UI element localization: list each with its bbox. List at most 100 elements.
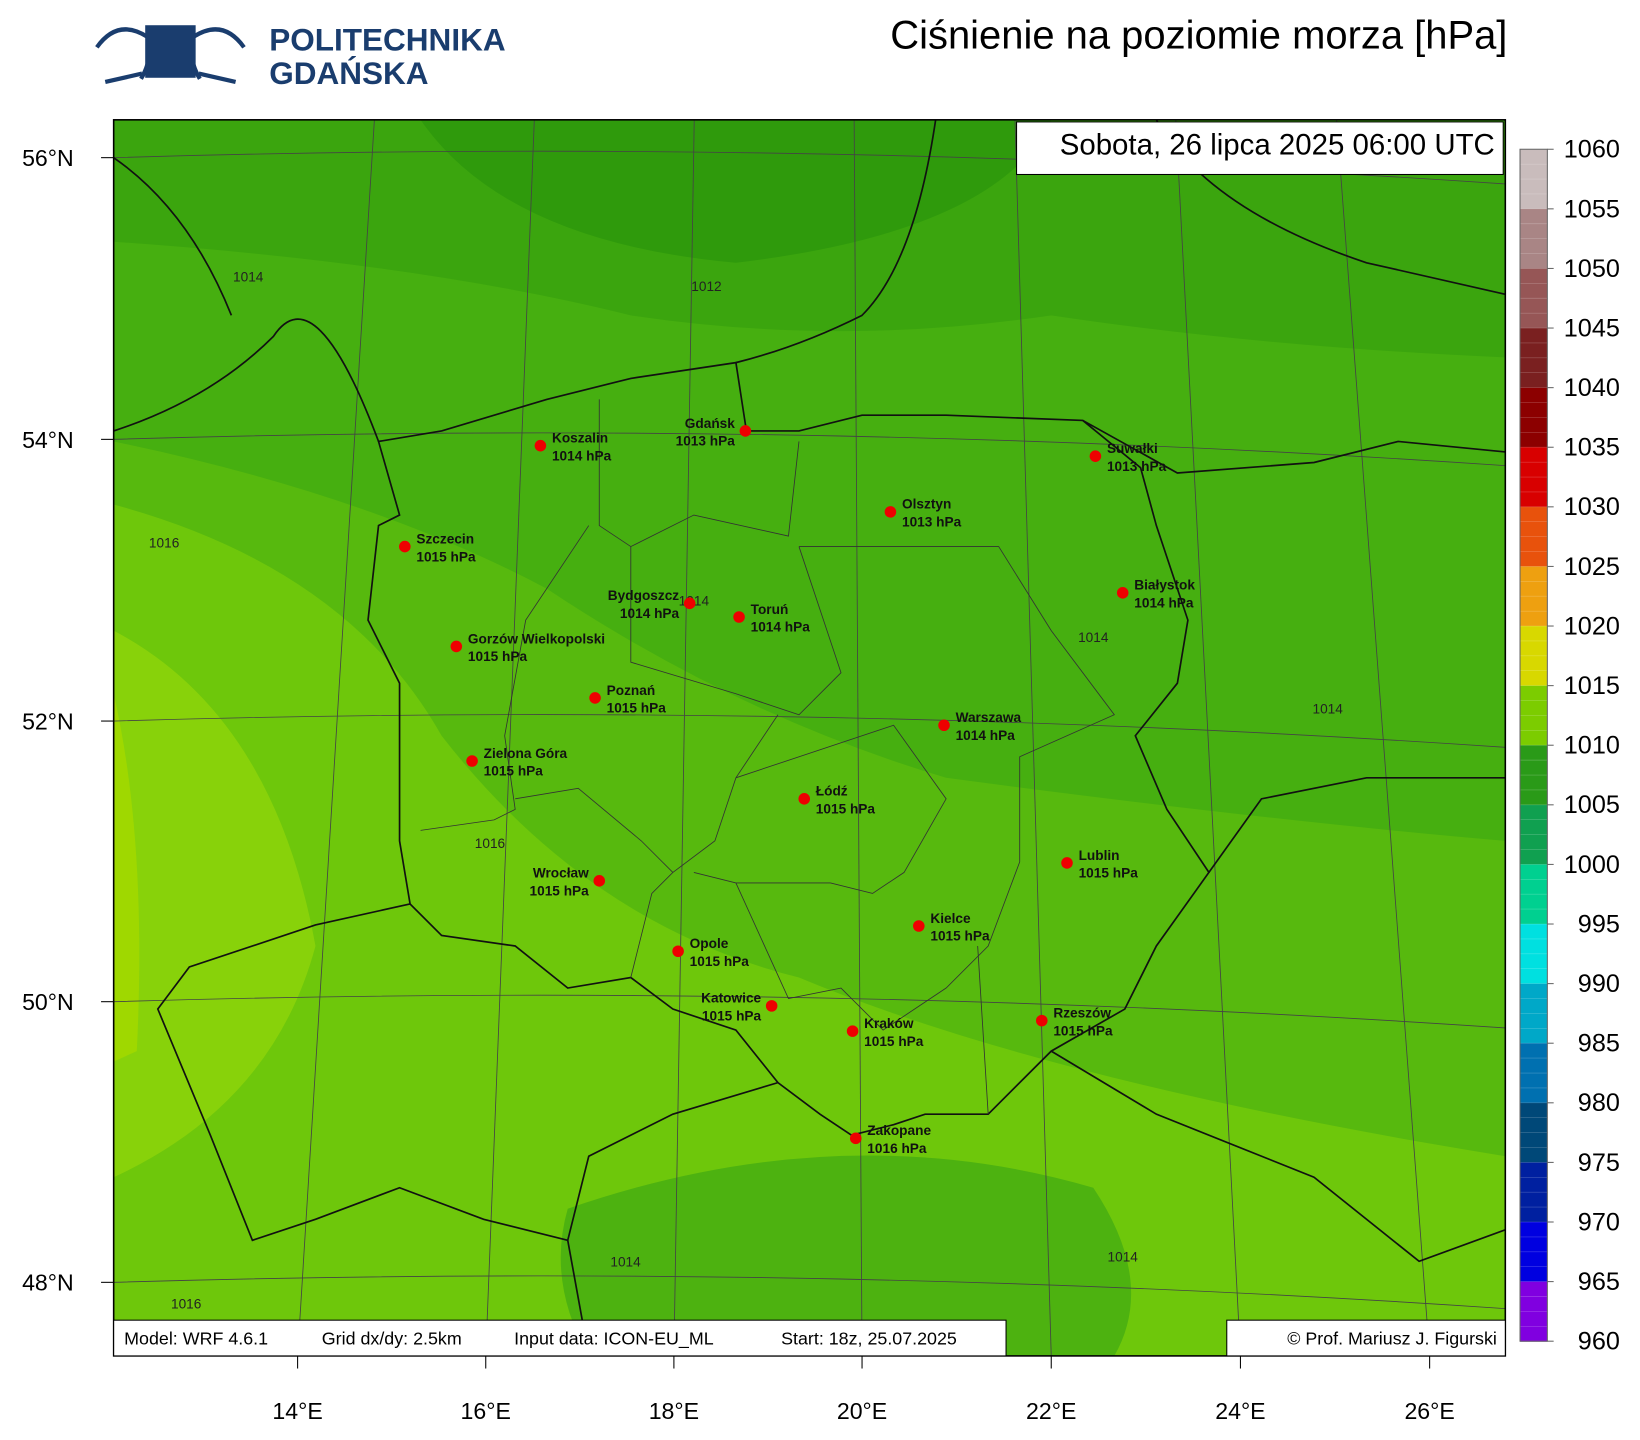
longitude-label: 16°E bbox=[461, 1398, 511, 1424]
longitude-label: 24°E bbox=[1215, 1398, 1265, 1424]
city-name: Lublin bbox=[1079, 848, 1120, 863]
border bbox=[1050, 1050, 1506, 1263]
city-pressure: 1014 hPa bbox=[552, 448, 612, 463]
city-name: Suwałki bbox=[1107, 441, 1158, 456]
meridian bbox=[1336, 119, 1431, 1356]
parallel bbox=[113, 1275, 1506, 1310]
city-marker bbox=[1061, 857, 1073, 869]
colorbar-band bbox=[1520, 268, 1548, 329]
colorbar-label: 1015 bbox=[1564, 672, 1620, 700]
border bbox=[156, 903, 590, 1356]
logo-emblem bbox=[95, 25, 246, 85]
longitude-label: 26°E bbox=[1404, 1398, 1454, 1424]
city-marker bbox=[1036, 1014, 1048, 1027]
contour-label: 1012 bbox=[691, 279, 721, 294]
latitude-label: 48°N bbox=[22, 1270, 74, 1296]
time-box bbox=[1016, 121, 1504, 176]
city-marker bbox=[733, 611, 745, 623]
colorbar-band bbox=[1520, 983, 1548, 1044]
city-name: Toruń bbox=[751, 602, 789, 617]
colorbar-label: 990 bbox=[1578, 970, 1620, 998]
city-pressure: 1014 hPa bbox=[620, 606, 680, 621]
city-name: Katowice bbox=[701, 991, 761, 1006]
city-pressure: 1015 hPa bbox=[416, 549, 476, 564]
city-name: Opole bbox=[690, 936, 729, 951]
city-name: Bydgoszcz bbox=[608, 588, 680, 603]
longitude-label: 22°E bbox=[1026, 1398, 1076, 1424]
city-name: Rzeszów bbox=[1053, 1005, 1111, 1020]
footer-text: Start: 18z, 25.07.2025 bbox=[781, 1328, 957, 1348]
parallel bbox=[113, 714, 1506, 748]
poland-border bbox=[367, 361, 1210, 1137]
city-pressure: 1014 hPa bbox=[1134, 596, 1194, 611]
title: Ciśnienie na poziomie morza [hPa] bbox=[890, 13, 1507, 57]
city-pressure: 1015 hPa bbox=[690, 954, 750, 969]
city-name: Łódź bbox=[816, 784, 848, 799]
logo-text: POLITECHNIKA bbox=[269, 21, 505, 57]
parallel bbox=[113, 432, 1506, 467]
city-name: Kraków bbox=[864, 1016, 914, 1031]
city-pressure: 1015 hPa bbox=[607, 701, 667, 716]
colorbar-label: 1000 bbox=[1564, 851, 1620, 879]
contour-label: 1014 bbox=[233, 270, 264, 285]
meridian bbox=[485, 119, 535, 1356]
colorbar-band bbox=[1520, 804, 1548, 865]
city-pressure: 1015 hPa bbox=[1053, 1023, 1113, 1038]
colorbar-band bbox=[1520, 1281, 1548, 1342]
colorbar-label: 1035 bbox=[1564, 434, 1620, 462]
city-name: Szczecin bbox=[416, 531, 474, 546]
colorbar-label: 1040 bbox=[1564, 374, 1620, 402]
credit: © Prof. Mariusz J. Figurski bbox=[1287, 1328, 1497, 1348]
map bbox=[113, 119, 1506, 1356]
colorbar-band bbox=[1520, 328, 1548, 389]
latitude-label: 50°N bbox=[22, 989, 74, 1015]
city-name: Koszalin bbox=[552, 431, 608, 446]
border bbox=[1082, 419, 1506, 474]
contour-label: 1014 bbox=[610, 1255, 641, 1270]
meridian bbox=[297, 119, 375, 1356]
city-pressure: 1014 hPa bbox=[751, 620, 811, 635]
city-pressure: 1015 hPa bbox=[530, 884, 590, 899]
parallel bbox=[113, 994, 1506, 1029]
city-marker bbox=[672, 945, 684, 958]
colorbar-label: 1045 bbox=[1564, 314, 1620, 342]
city-marker bbox=[466, 755, 478, 767]
field bbox=[560, 1155, 1132, 1356]
meridian bbox=[1175, 119, 1241, 1356]
colorbar-band bbox=[1520, 1162, 1548, 1223]
credit-box bbox=[1226, 1319, 1506, 1357]
colorbar-band bbox=[1520, 208, 1548, 269]
longitude-label: 14°E bbox=[272, 1398, 322, 1424]
city-name: Warszawa bbox=[956, 710, 1022, 725]
contour-label: 1014 bbox=[1108, 1249, 1139, 1264]
city-marker bbox=[683, 597, 696, 610]
city-marker bbox=[913, 920, 925, 932]
city-marker bbox=[589, 692, 601, 704]
contour-label: 1016 bbox=[171, 1297, 201, 1312]
colorbar-label: 985 bbox=[1578, 1030, 1620, 1058]
city-pressure: 1013 hPa bbox=[1107, 459, 1167, 474]
city-marker bbox=[593, 875, 606, 887]
logo-text: GDAŃSKA bbox=[269, 55, 428, 91]
colorbar-band bbox=[1520, 1043, 1548, 1104]
colorbar-label: 1010 bbox=[1564, 732, 1620, 760]
borders bbox=[113, 119, 1506, 1356]
colorbar-label: 1020 bbox=[1564, 612, 1620, 640]
city-marker bbox=[1089, 450, 1102, 462]
coastline bbox=[735, 119, 937, 364]
colorbar-label: 960 bbox=[1578, 1328, 1620, 1356]
city-marker bbox=[534, 439, 547, 452]
colorbar-label: 1025 bbox=[1564, 553, 1620, 581]
longitude-label: 18°E bbox=[649, 1398, 699, 1424]
city-name: Olsztyn bbox=[902, 497, 951, 512]
city-marker bbox=[450, 640, 463, 653]
city-pressure: 1015 hPa bbox=[1079, 866, 1139, 881]
colorbar-label: 995 bbox=[1578, 910, 1620, 938]
meridian bbox=[1014, 119, 1052, 1356]
field bbox=[113, 630, 316, 1178]
city-marker bbox=[739, 425, 752, 437]
colorbar-band bbox=[1520, 1102, 1548, 1163]
border bbox=[1208, 776, 1506, 873]
city-marker bbox=[765, 1000, 778, 1012]
